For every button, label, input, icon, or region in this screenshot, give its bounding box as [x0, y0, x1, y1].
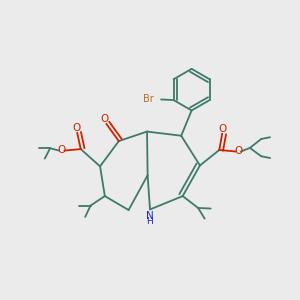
Text: N: N	[146, 211, 154, 221]
Text: O: O	[57, 145, 66, 155]
Text: H: H	[147, 218, 153, 226]
Text: O: O	[219, 124, 227, 134]
Text: Br: Br	[143, 94, 154, 104]
Text: O: O	[73, 123, 81, 133]
Text: O: O	[234, 146, 243, 156]
Text: O: O	[100, 114, 109, 124]
